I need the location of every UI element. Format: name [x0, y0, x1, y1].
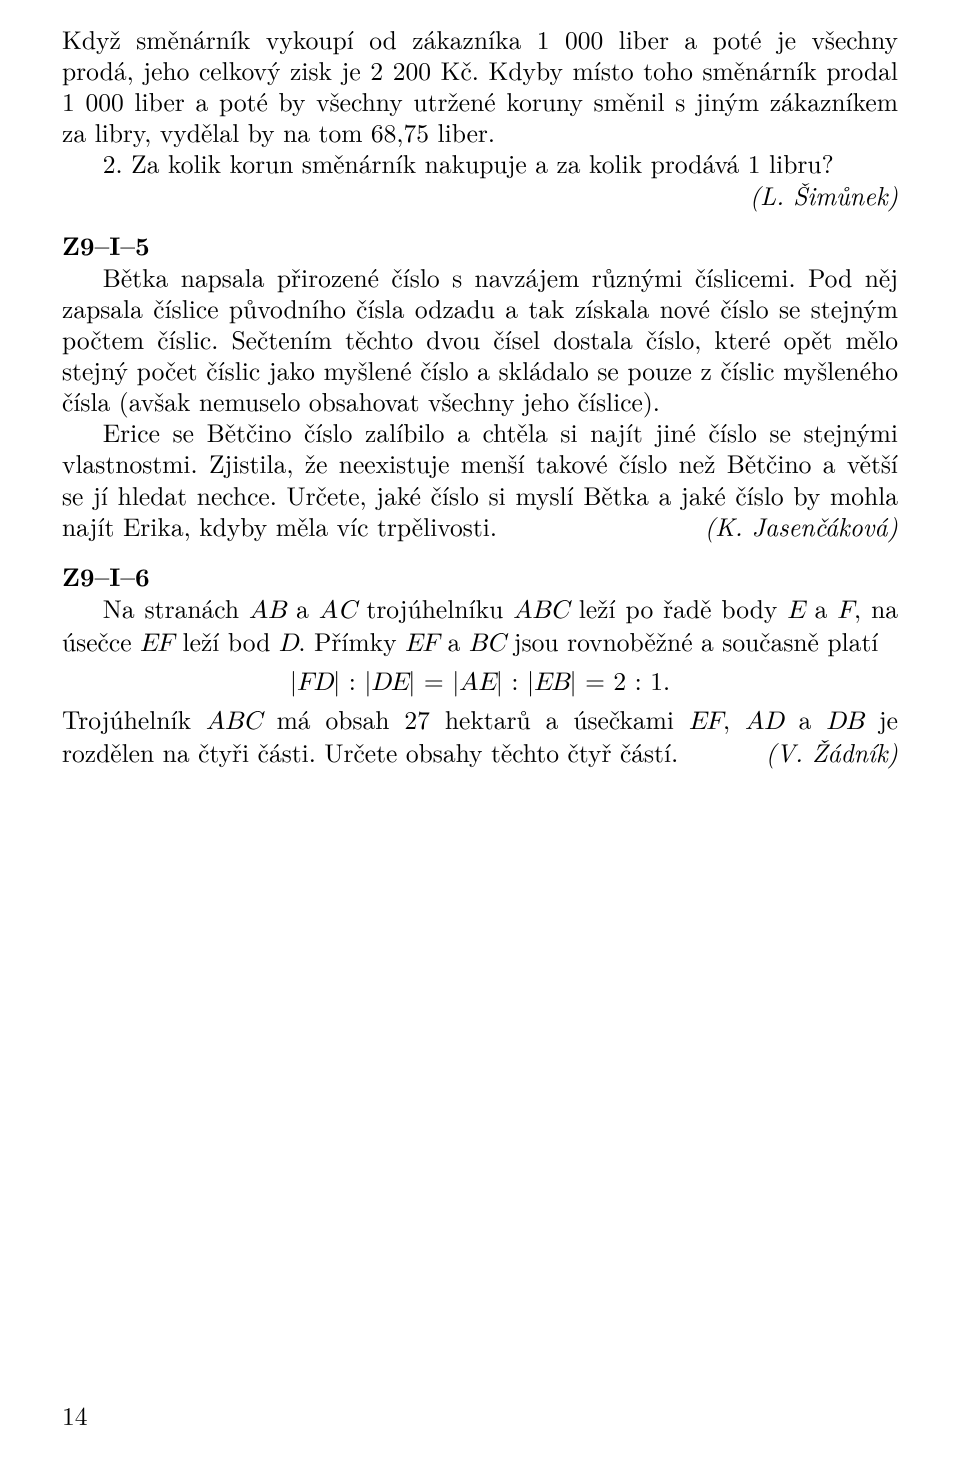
problem-1-author: (L. Šimůnek) — [750, 180, 898, 211]
problem-2-label: Z9–I–5 — [62, 229, 898, 260]
problem-3-label: Z9–I–6 — [62, 560, 898, 591]
problem-1-para-1: Když směnárník vykoupí od zákazníka 1 00… — [62, 24, 898, 148]
problem-3-author: (V. Žádník) — [766, 737, 898, 768]
page-number: 14 — [62, 1400, 88, 1431]
problem-3-equation: |FD| : |DE| = |AE| : |EB| = 2 : 1. — [62, 665, 898, 698]
problem-3-para-1: Na stranách AB a AC trojúhelníku ABC lež… — [62, 593, 898, 659]
problem-2-para-1: Bětka napsala přirozené číslo s navzájem… — [62, 262, 898, 418]
problem-3-para-2: Trojúhelník ABC má obsah 27 hektarů a ús… — [62, 704, 898, 768]
problem-1-para-2: 2. Za kolik korun směnárník nakupuje a z… — [62, 148, 898, 179]
problem-2-author: (K. Jasenčáková) — [664, 511, 898, 542]
problem-2-para-2: Erice se Bětčino číslo zalíbilo a chtěla… — [62, 417, 898, 541]
